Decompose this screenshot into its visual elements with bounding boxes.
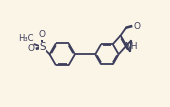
Text: NH: NH <box>125 42 138 51</box>
Text: O: O <box>27 44 35 53</box>
Text: S: S <box>39 42 46 52</box>
Text: H₃C: H₃C <box>18 34 34 43</box>
Text: O: O <box>134 22 141 31</box>
Text: O: O <box>39 30 46 39</box>
